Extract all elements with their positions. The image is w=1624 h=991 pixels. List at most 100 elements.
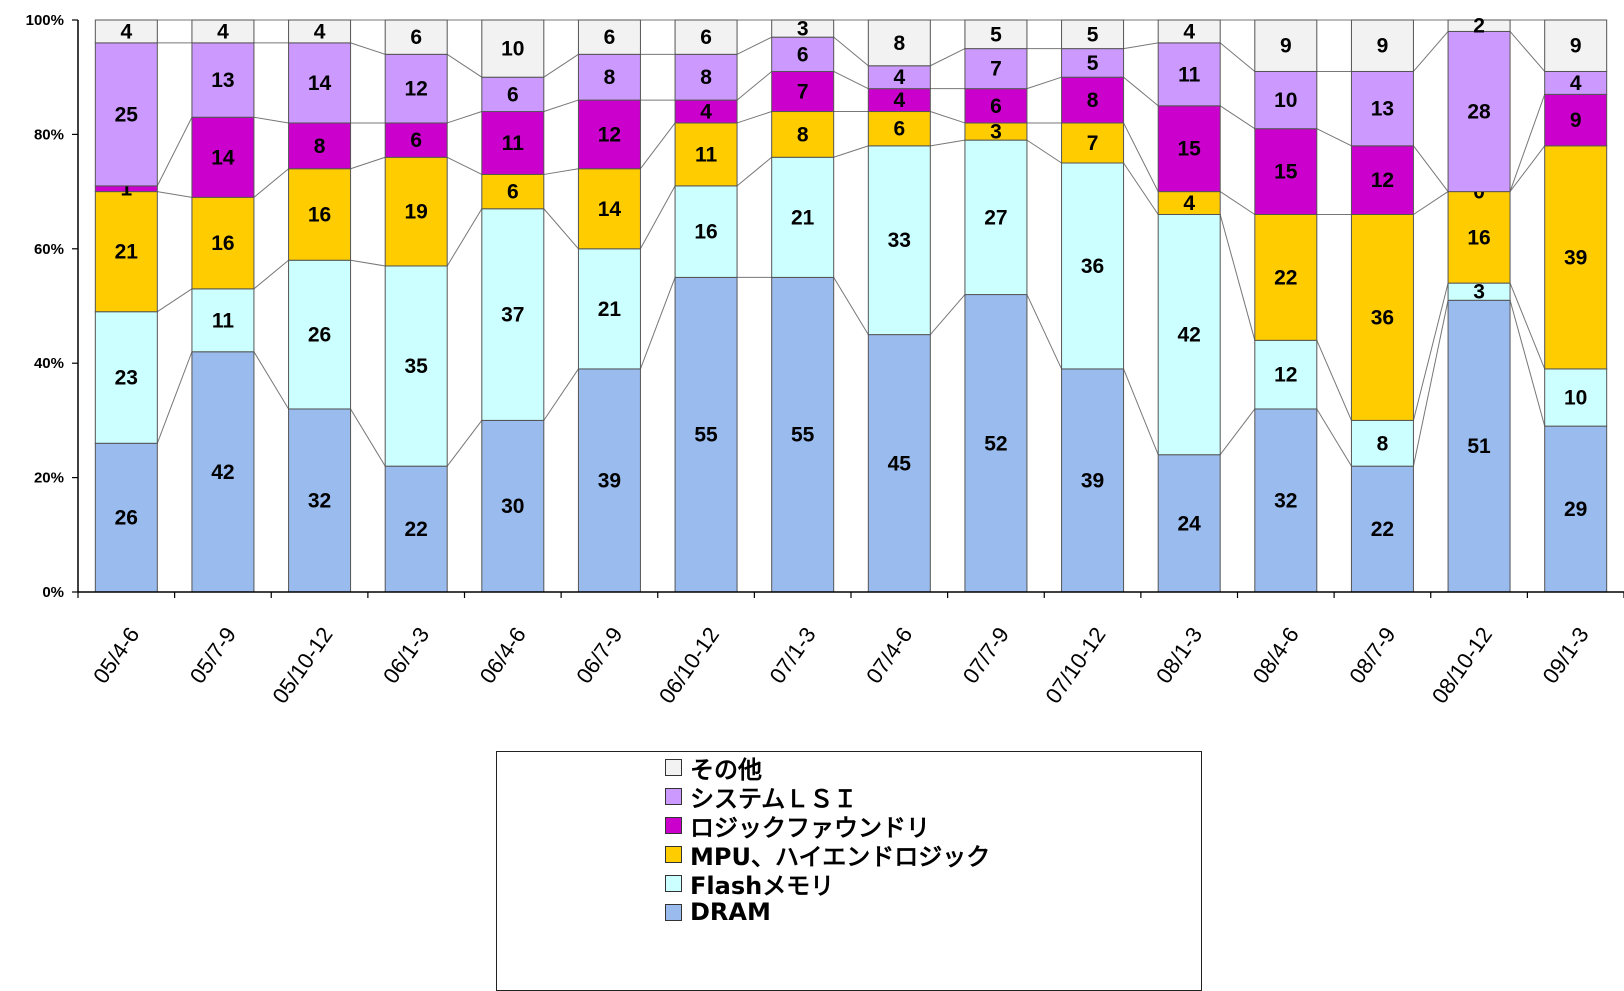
data-label: 10	[1564, 387, 1587, 410]
data-label: 22	[1371, 518, 1394, 541]
bar-segment	[771, 70, 835, 113]
data-label: 7	[1087, 132, 1099, 155]
connector-line	[447, 111, 482, 124]
bar-segment	[1447, 299, 1511, 593]
connector-line	[1026, 139, 1062, 164]
data-label: 6	[990, 95, 1002, 118]
y-tick-label: 20%	[34, 470, 64, 487]
data-label: 11	[212, 309, 235, 332]
data-label: 3	[1473, 281, 1485, 304]
data-label: 11	[695, 143, 718, 166]
bar-segment	[1544, 368, 1608, 427]
data-label: 6	[893, 118, 905, 141]
connector-line	[543, 368, 579, 421]
bar-segment	[1254, 339, 1318, 410]
bar-segment	[1061, 76, 1125, 124]
data-label: 55	[791, 424, 815, 447]
bar-segment	[1157, 19, 1221, 44]
data-label: 36	[1371, 306, 1394, 329]
bar-segment	[1447, 30, 1511, 193]
x-tick-label: 06/7-9	[571, 623, 627, 688]
data-label: 45	[888, 452, 912, 475]
data-label: 11	[502, 132, 525, 155]
data-label: 11	[1178, 63, 1201, 86]
y-tick-label: 60%	[34, 241, 64, 258]
bar-segment	[1061, 162, 1125, 370]
connector-line	[1413, 31, 1449, 72]
bar-segment	[964, 88, 1028, 124]
data-label: 27	[984, 206, 1007, 229]
data-label: 42	[211, 461, 234, 484]
data-label: 8	[314, 135, 326, 158]
bar-segment	[867, 334, 931, 593]
connector-line	[1316, 340, 1352, 421]
connector-line	[350, 259, 386, 267]
data-label: 9	[1280, 35, 1292, 58]
connector-line	[833, 277, 869, 335]
connector-line	[1413, 145, 1449, 192]
x-tick-label: 05/7-9	[185, 623, 241, 688]
data-label: 19	[405, 201, 428, 224]
connector-line	[640, 122, 676, 170]
connector-line	[156, 351, 193, 444]
data-label: 36	[1081, 255, 1104, 278]
connector-line	[543, 168, 579, 175]
connector-line	[1123, 162, 1159, 215]
data-label: 25	[115, 103, 139, 126]
x-tick-label: 08/1-3	[1151, 623, 1207, 688]
data-label: 16	[1467, 226, 1490, 249]
data-label: 21	[115, 241, 139, 264]
legend-item: DRAM	[665, 896, 771, 928]
x-tick-label: 05/10-12	[267, 623, 337, 708]
y-tick-label: 80%	[34, 126, 64, 143]
connector-line	[1123, 122, 1159, 192]
bar-segment	[1544, 425, 1608, 593]
x-tick-label: 08/7-9	[1344, 623, 1400, 688]
data-label: 21	[791, 206, 815, 229]
connector-line	[1316, 128, 1352, 147]
connector-line	[446, 53, 483, 78]
bar-segment	[1061, 48, 1125, 78]
bar-segment	[481, 19, 545, 78]
connector-line	[736, 156, 773, 187]
data-label: 32	[308, 489, 331, 512]
y-tick-label: 0%	[42, 584, 64, 601]
data-label: 14	[598, 198, 622, 221]
bar-segment	[577, 53, 641, 101]
bar-segment	[1157, 454, 1221, 593]
connector-line	[1316, 408, 1352, 467]
bar-segment	[867, 19, 931, 67]
y-tick-label: 40%	[34, 355, 64, 372]
data-label: 24	[1178, 512, 1202, 535]
data-label: 4	[217, 20, 229, 43]
data-label: 13	[1371, 98, 1394, 121]
connector-line	[157, 191, 193, 198]
data-label: 6	[410, 129, 422, 152]
data-label: 26	[308, 324, 331, 347]
bar-segment	[191, 116, 255, 198]
x-tick-label: 05/4-6	[88, 623, 144, 688]
data-label: 3	[797, 18, 809, 41]
data-label: 37	[501, 304, 524, 327]
bar-segment	[1061, 19, 1125, 50]
x-tick-label: 07/10-12	[1040, 623, 1110, 708]
bar-segment	[1061, 122, 1125, 164]
connector-line	[543, 99, 579, 112]
bar-segment	[94, 311, 158, 444]
bar-segment	[674, 276, 738, 593]
data-label: 4	[314, 20, 326, 43]
bar-segment	[94, 19, 158, 44]
bar-segment	[94, 442, 158, 593]
x-tick-label: 06/1-3	[378, 623, 434, 688]
data-label: 15	[1178, 138, 1202, 161]
connector-line	[253, 116, 289, 124]
connector-line	[1509, 282, 1546, 370]
connector-line	[350, 42, 386, 55]
data-label: 5	[1087, 23, 1099, 46]
data-label: 55	[694, 424, 718, 447]
connector-line	[639, 185, 676, 250]
x-tick-label: 06/4-6	[475, 623, 531, 688]
x-tick-label: 06/10-12	[654, 623, 724, 708]
bar-segment	[1350, 70, 1414, 147]
bar-segment	[964, 19, 1028, 50]
